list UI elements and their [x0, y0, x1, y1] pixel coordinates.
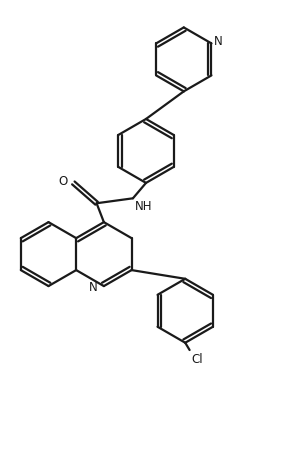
Text: NH: NH [134, 200, 152, 213]
Text: N: N [214, 35, 223, 48]
Text: O: O [58, 175, 67, 188]
Text: N: N [89, 281, 98, 294]
Text: Cl: Cl [192, 353, 203, 366]
